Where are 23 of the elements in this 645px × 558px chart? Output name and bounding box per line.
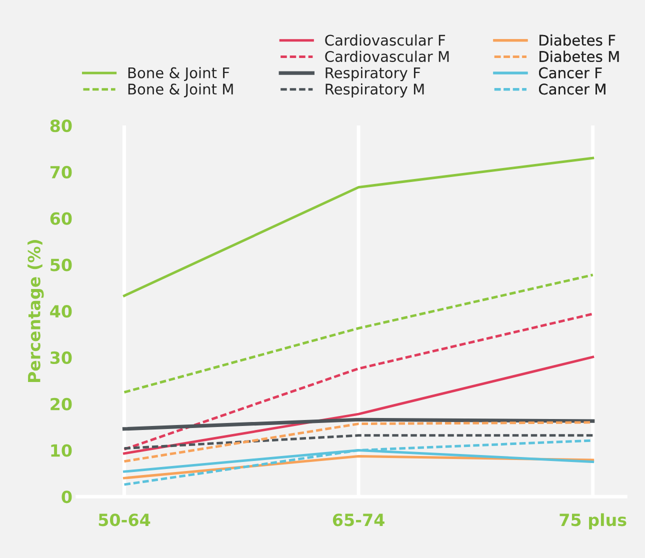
legend-label: Diabetes M: [540, 50, 619, 62]
legend-label: Cardiovascular M: [325, 50, 449, 62]
y-tick-label: 20: [50, 398, 72, 410]
legend-label: Respiratory M: [326, 83, 424, 98]
y-tick-label: 10: [51, 444, 72, 457]
y-tick-label: 60: [50, 212, 72, 225]
x-tick-label: 50-64: [98, 514, 150, 526]
y-axis-title: Percentage (%): [28, 240, 44, 382]
legend-label: Diabetes F: [540, 34, 616, 46]
x-tick-label: 65-74: [332, 514, 384, 526]
legend-label: Respiratory F: [326, 67, 420, 82]
legend-label: Bone & Joint F: [128, 67, 230, 82]
y-tick-label: 30: [50, 351, 72, 364]
legend-label: Cancer M: [538, 84, 606, 95]
y-tick-label: 0: [62, 490, 72, 504]
legend-label: Bone & Joint M: [128, 83, 233, 98]
y-tick-label: 40: [50, 305, 72, 318]
y-tick-label: 70: [50, 166, 72, 179]
x-tick-label: 75 plus: [560, 513, 626, 530]
y-tick-label: 50: [50, 258, 72, 272]
legend-label: Cardiovascular F: [325, 34, 446, 46]
y-tick-label: 80: [50, 120, 72, 132]
legend-label: Cancer F: [538, 67, 602, 78]
